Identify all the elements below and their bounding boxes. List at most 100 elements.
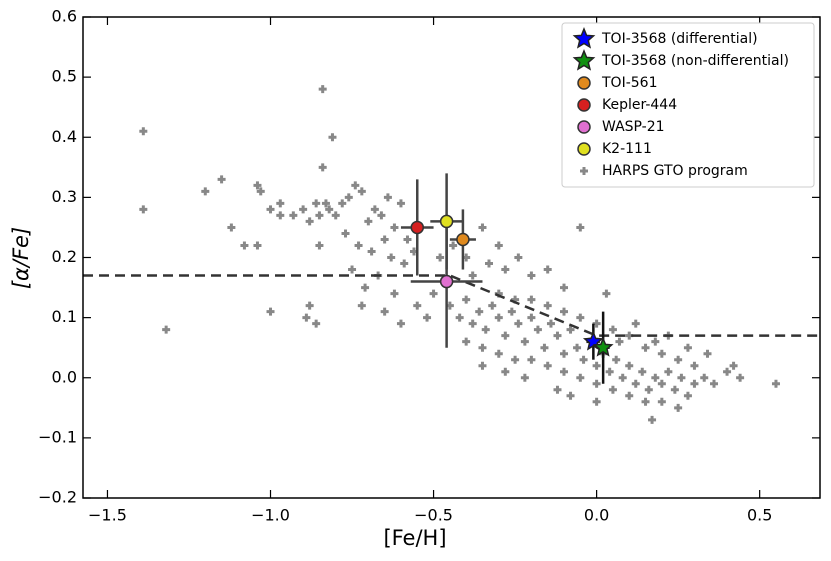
- plus-marker: [592, 379, 601, 388]
- plus-marker: [625, 361, 634, 370]
- legend-label: TOI-3568 (non-differential): [601, 53, 789, 69]
- circle-marker: [439, 274, 454, 289]
- plus-marker: [674, 403, 683, 412]
- plus-marker: [318, 85, 327, 94]
- plus-marker: [162, 325, 171, 334]
- plus-marker: [455, 313, 464, 322]
- plus-marker: [485, 259, 494, 268]
- plus-marker: [341, 229, 350, 238]
- plus-marker: [276, 211, 285, 220]
- plus-marker: [576, 313, 585, 322]
- plus-marker: [315, 241, 324, 250]
- plus-marker: [546, 319, 555, 328]
- plus-marker: [674, 355, 683, 364]
- plus-marker: [729, 361, 738, 370]
- y-tick-label: 0.6: [52, 7, 77, 26]
- plus-marker: [576, 223, 585, 232]
- plus-marker: [520, 337, 529, 346]
- star-marker: [572, 27, 596, 49]
- plus-marker: [380, 235, 389, 244]
- x-tick-label: −1.0: [251, 506, 290, 525]
- plus-marker: [325, 205, 334, 214]
- plus-marker: [641, 343, 650, 352]
- plus-marker: [631, 319, 640, 328]
- plus-marker: [631, 379, 640, 388]
- y-tick-label: −0.2: [38, 488, 77, 507]
- plus-marker: [315, 211, 324, 220]
- plus-marker: [566, 391, 575, 400]
- plus-marker: [723, 367, 732, 376]
- legend-label: TOI-561: [601, 75, 657, 91]
- circle-marker: [439, 214, 454, 229]
- plus-marker: [560, 283, 569, 292]
- plus-marker: [543, 361, 552, 370]
- y-tick-label: 0.1: [52, 307, 77, 326]
- legend-label: HARPS GTO program: [602, 163, 748, 179]
- plus-marker: [468, 271, 477, 280]
- plus-marker: [403, 235, 412, 244]
- plus-marker: [494, 313, 503, 322]
- y-tick-label: 0.3: [52, 187, 77, 206]
- plus-marker: [641, 397, 650, 406]
- x-tick-label: 0.5: [747, 506, 772, 525]
- plus-marker: [217, 175, 226, 184]
- plus-marker: [527, 355, 536, 364]
- plus-marker: [377, 211, 386, 220]
- plus-marker: [566, 325, 575, 334]
- plus-marker: [683, 343, 692, 352]
- x-tick-label: 0.0: [584, 506, 609, 525]
- plus-marker: [351, 181, 360, 190]
- plus-marker: [305, 301, 314, 310]
- plus-marker: [560, 349, 569, 358]
- plus-marker: [657, 349, 666, 358]
- plus-marker: [664, 367, 673, 376]
- x-axis-label: [Fe/H]: [383, 526, 446, 550]
- plus-marker: [364, 217, 373, 226]
- plus-marker: [560, 307, 569, 316]
- y-tick-label: 0.0: [52, 367, 77, 386]
- legend-label: Kepler-444: [602, 97, 677, 113]
- plus-marker: [318, 163, 327, 172]
- plus-marker: [700, 373, 709, 382]
- plus-marker: [256, 187, 265, 196]
- plus-marker: [396, 199, 405, 208]
- plus-marker: [312, 199, 321, 208]
- plus-marker: [462, 295, 471, 304]
- y-tick-label: 0.2: [52, 247, 77, 266]
- plot-frame: [82, 16, 821, 499]
- circle-marker: [456, 232, 470, 247]
- plus-marker: [139, 205, 148, 214]
- plus-marker: [573, 343, 582, 352]
- plus-marker: [348, 265, 357, 274]
- plus-marker: [560, 367, 569, 376]
- plus-marker: [361, 283, 370, 292]
- legend-label: TOI-3568 (differential): [601, 31, 758, 47]
- plus-marker: [494, 349, 503, 358]
- circle-marker: [577, 76, 591, 90]
- plus-marker: [354, 241, 363, 250]
- plus-marker: [533, 325, 542, 334]
- plus-marker: [677, 373, 686, 382]
- plus-marker: [618, 373, 627, 382]
- plus-marker: [478, 361, 487, 370]
- circle-marker: [410, 220, 425, 235]
- plus-marker: [520, 373, 529, 382]
- plus-marker: [615, 337, 624, 346]
- plus-marker: [703, 349, 712, 358]
- plus-marker: [527, 271, 536, 280]
- plus-marker: [527, 313, 536, 322]
- plus-marker: [553, 331, 562, 340]
- plus-marker: [266, 307, 275, 316]
- plus-marker: [276, 199, 285, 208]
- plus-marker: [657, 397, 666, 406]
- plus-marker: [400, 259, 409, 268]
- plus-marker: [592, 361, 601, 370]
- plus-marker: [553, 385, 562, 394]
- plus-marker: [648, 415, 657, 424]
- plus-marker: [605, 367, 614, 376]
- plus-marker: [331, 211, 340, 220]
- plus-marker: [312, 319, 321, 328]
- plus-marker: [511, 355, 520, 364]
- plus-marker: [625, 391, 634, 400]
- plus-marker: [390, 223, 399, 232]
